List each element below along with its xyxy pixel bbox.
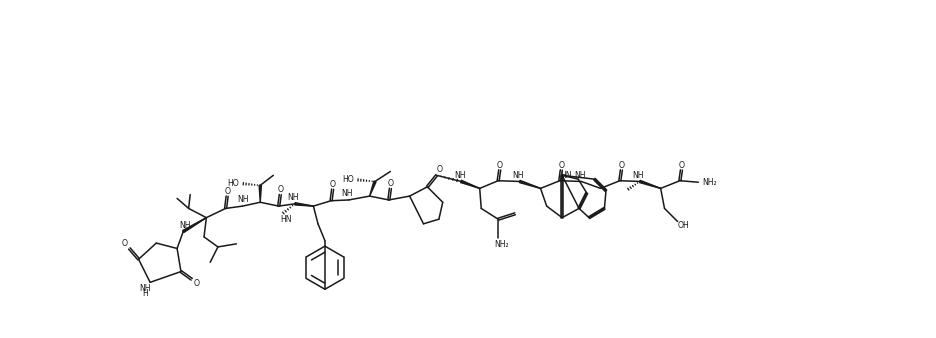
Polygon shape (461, 180, 480, 188)
Text: O: O (558, 161, 564, 170)
Polygon shape (519, 180, 540, 188)
Polygon shape (259, 185, 261, 202)
Text: O: O (194, 280, 199, 288)
Text: O: O (329, 180, 336, 189)
Text: NH: NH (287, 193, 300, 202)
Text: O: O (224, 187, 230, 196)
Text: NH: NH (633, 171, 644, 180)
Text: HO: HO (227, 179, 240, 188)
Text: O: O (277, 186, 284, 194)
Polygon shape (183, 218, 206, 233)
Polygon shape (639, 180, 661, 188)
Text: HN: HN (560, 171, 572, 180)
Text: NH: NH (342, 189, 353, 198)
Text: HN: HN (280, 215, 291, 224)
Text: NH: NH (139, 284, 151, 293)
Text: O: O (122, 239, 127, 248)
Polygon shape (295, 203, 314, 206)
Text: H: H (142, 289, 148, 298)
Text: NH: NH (574, 171, 586, 180)
Text: O: O (619, 161, 624, 170)
Text: OH: OH (678, 221, 690, 230)
Text: O: O (388, 179, 393, 188)
Text: NH: NH (237, 195, 248, 204)
Text: O: O (437, 165, 443, 174)
Text: NH: NH (512, 171, 524, 180)
Text: HO: HO (343, 175, 354, 185)
Polygon shape (370, 181, 376, 196)
Text: NH₂: NH₂ (494, 240, 508, 249)
Text: O: O (497, 161, 503, 170)
Text: NH: NH (179, 221, 191, 230)
Text: O: O (679, 161, 684, 170)
Text: NH: NH (454, 171, 465, 180)
Text: NH₂: NH₂ (702, 178, 716, 187)
